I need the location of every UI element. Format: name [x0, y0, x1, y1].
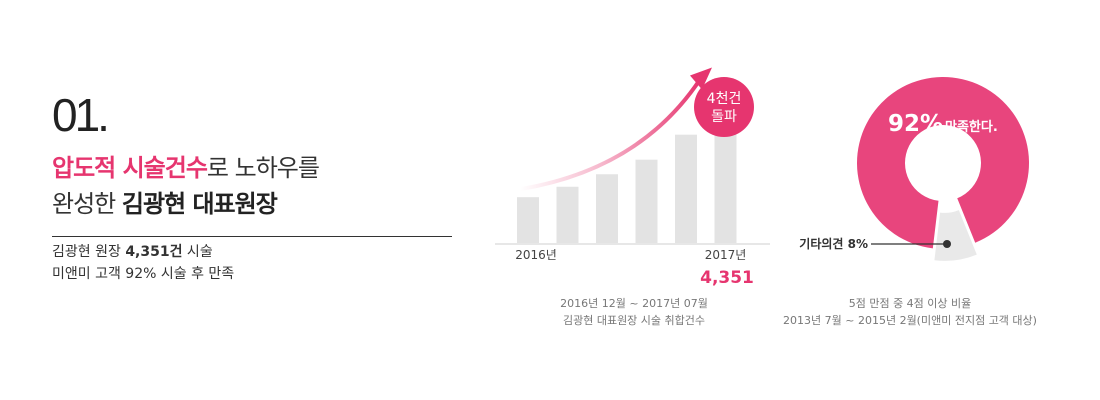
- desc-line1-pre: 김광현 원장: [52, 244, 126, 260]
- trend-arrow: [518, 77, 702, 192]
- desc-line1-post: 시술: [182, 244, 213, 260]
- bar-caption-1: 2016년 12월 ~ 2017년 07월: [560, 297, 708, 310]
- headline-line2-bold: 김광현 대표원장: [121, 190, 278, 218]
- desc-line1-bold: 4,351건: [125, 244, 183, 260]
- value-label: 4,351: [700, 268, 754, 288]
- bar-6: [714, 105, 737, 243]
- pie-caption-1: 5점 만점 중 4점 이상 비율: [849, 297, 972, 310]
- trend-arrowhead: [690, 67, 712, 90]
- badge-line1: 4천건: [707, 91, 742, 107]
- headline-line1-rest: 로 노하우를: [206, 154, 320, 182]
- headline: 압도적 시술건수로 노하우를 완성한 김광현 대표원장: [52, 150, 452, 222]
- badge-line2: 돌파: [711, 109, 737, 125]
- desc-line2: 미앤미 고객 92% 시술 후 만족: [52, 266, 235, 282]
- bar-4: [635, 159, 658, 243]
- intro-section: 01. 압도적 시술건수로 노하우를 완성한 김광현 대표원장 김광현 원장 4…: [52, 92, 452, 285]
- bar-5: [675, 134, 697, 243]
- percent-suffix: 만족한다.: [945, 119, 998, 135]
- bar-1: [517, 197, 539, 243]
- bar-3: [596, 174, 618, 243]
- other-leader-dot: [943, 240, 951, 248]
- slice-other: [934, 210, 977, 261]
- description: 김광현 원장 4,351건 시술 미앤미 고객 92% 시술 후 만족: [52, 241, 452, 285]
- bar-2: [556, 186, 579, 243]
- milestone-badge: [694, 77, 754, 137]
- percent-label: 92%: [888, 111, 943, 137]
- x-tick-label-6: 2017년: [705, 248, 747, 262]
- divider: [52, 236, 452, 237]
- headline-highlight: 압도적 시술건수: [52, 154, 208, 182]
- pie-caption-2: 2013년 7월 ~ 2015년 2월(미앤미 전지점 고객 대상): [783, 314, 1037, 327]
- section-number: 01.: [52, 89, 110, 141]
- slice-other-group: [934, 210, 977, 261]
- slice-satisfied: [857, 76, 1029, 249]
- headline-line2-plain: 완성한: [52, 190, 122, 218]
- bar-caption-2: 김광현 대표원장 시술 취합건수: [563, 314, 705, 327]
- other-label: 기타의견 8%: [799, 236, 868, 251]
- x-tick-label-1: 2016년: [515, 248, 557, 262]
